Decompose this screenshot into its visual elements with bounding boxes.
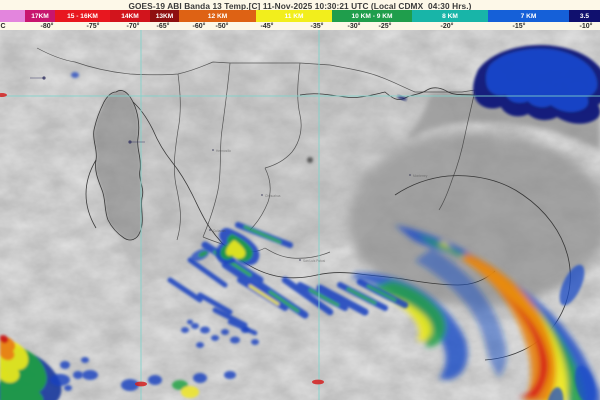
svg-text:Chihuahua: Chihuahua — [265, 194, 281, 198]
svg-text:Hermosillo: Hermosillo — [216, 149, 231, 153]
svg-text:Culiacan: Culiacan — [213, 229, 226, 233]
svg-text:San Luis Potosi: San Luis Potosi — [303, 259, 325, 263]
svg-text:Monterrey: Monterrey — [413, 174, 428, 178]
